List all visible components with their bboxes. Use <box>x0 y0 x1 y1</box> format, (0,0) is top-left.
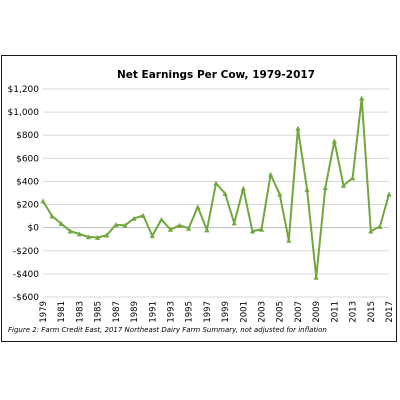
data-point <box>359 95 365 101</box>
data-point <box>304 186 310 192</box>
data-point <box>195 204 201 210</box>
data-point <box>331 138 337 144</box>
data-point <box>240 185 246 191</box>
x-tick-label: 1981 <box>57 301 67 323</box>
data-point <box>104 232 110 238</box>
x-tick-label: 1995 <box>185 301 195 323</box>
x-tick-label: 2005 <box>276 301 286 323</box>
x-tick-label: 1999 <box>221 301 231 323</box>
x-tick-label: 2009 <box>312 301 322 323</box>
data-point <box>286 237 292 243</box>
x-tick-label: 2017 <box>385 301 395 323</box>
data-point <box>349 175 356 181</box>
y-tick-label: -$200 <box>13 247 39 257</box>
x-tick-label: 2011 <box>330 301 340 323</box>
data-point <box>40 198 46 204</box>
data-point <box>231 220 237 226</box>
data-point <box>204 227 210 233</box>
net-earnings-chart: Net Earnings Per Cow, 1979-2017 $1,200$1… <box>8 69 396 323</box>
x-axis-ticks: 1979 1981 1983 1985 1987 1989 1991 1993 1995 1997… <box>39 301 395 323</box>
x-tick-label: 1997 <box>203 301 213 323</box>
data-point <box>340 182 347 188</box>
x-tick-label: 1985 <box>94 301 104 323</box>
data-point <box>113 222 119 228</box>
data-point <box>167 226 174 232</box>
series-net-earnings <box>40 95 392 280</box>
data-point <box>213 180 219 186</box>
y-tick-label: $600 <box>16 154 39 164</box>
x-tick-label: 1983 <box>75 301 85 323</box>
x-tick-label: 2013 <box>349 301 359 323</box>
data-point <box>122 222 128 228</box>
data-point <box>277 191 283 197</box>
y-tick-label: $1,200 <box>8 85 40 95</box>
x-tick-label: 1987 <box>112 301 122 323</box>
figure-caption: Figure 2: Farm Credit East, 2017 Northea… <box>8 326 327 334</box>
data-point <box>58 221 64 226</box>
chart-frame: Net Earnings Per Cow, 1979-2017 $1,200 $1… <box>1 55 397 342</box>
data-point <box>386 191 392 197</box>
data-point <box>222 190 228 196</box>
y-tick-label: $800 <box>16 131 39 141</box>
data-point <box>249 228 256 234</box>
y-tick-label: $1,000 <box>8 108 40 118</box>
data-point <box>76 231 83 237</box>
gridlines <box>43 88 389 298</box>
x-tick-label: 1979 <box>39 301 49 323</box>
y-tick-label: -$400 <box>13 270 39 280</box>
y-tick-label: $400 <box>16 177 39 187</box>
x-tick-label: 2015 <box>367 301 377 323</box>
data-point <box>131 215 137 221</box>
data-point <box>377 223 383 229</box>
data-point <box>322 185 328 191</box>
y-axis-ticks: $1,200 $1,000 $800 $600 $400 $200 $0 -$200 -$400… <box>8 85 40 303</box>
y-tick-label: -$600 <box>13 293 39 303</box>
data-point <box>176 222 183 228</box>
data-point <box>258 226 265 232</box>
data-point <box>95 234 101 240</box>
data-point <box>268 171 274 177</box>
data-point <box>85 234 92 240</box>
chart-title: Net Earnings Per Cow, 1979-2017 <box>117 69 315 81</box>
x-tick-label: 2007 <box>294 301 304 323</box>
y-tick-label: $0 <box>28 224 40 234</box>
x-tick-label: 2003 <box>258 301 268 323</box>
data-point <box>313 274 319 280</box>
data-point <box>140 212 146 218</box>
y-tick-label: $200 <box>16 201 39 211</box>
x-tick-label: 1991 <box>148 301 158 323</box>
data-point <box>67 228 73 234</box>
x-tick-label: 1989 <box>130 301 140 323</box>
data-point <box>295 125 301 131</box>
data-point <box>186 225 192 231</box>
x-tick-label: 1993 <box>166 301 176 323</box>
x-tick-label: 2001 <box>239 301 249 323</box>
data-point <box>149 233 155 239</box>
data-point <box>49 213 55 219</box>
data-point <box>158 216 164 222</box>
data-point <box>368 228 374 234</box>
